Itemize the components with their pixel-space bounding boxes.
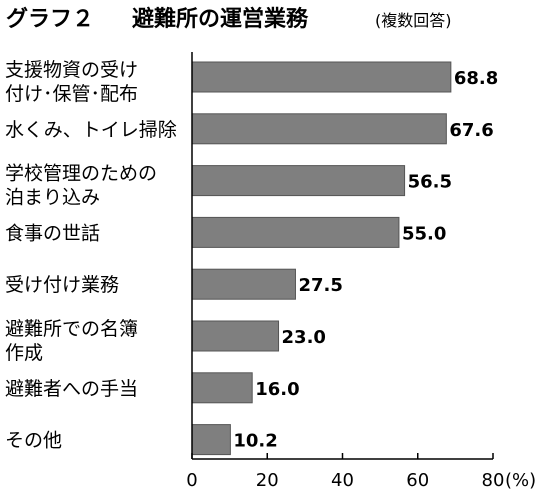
chart-title-group: グラフ２ 避難所の運営業務 (複数回答) <box>6 6 452 32</box>
category-label-line: 作成 <box>5 342 43 364</box>
chart-title: 避難所の運営業務 <box>132 6 309 32</box>
bar <box>191 216 400 248</box>
category-label-line: 学校管理のための <box>5 163 157 185</box>
category-label: 受け付け業務 <box>5 274 119 296</box>
category-label-line: 食事の世話 <box>5 222 100 244</box>
category-label-line: 水くみ、トイレ掃除 <box>5 119 177 141</box>
category-label-line: 泊まり込み <box>5 187 100 209</box>
data-label: 27.5 <box>298 275 342 296</box>
x-axis: 0 20 40 60 80 (%) <box>186 52 536 491</box>
bar <box>191 165 406 197</box>
x-tick-label: 40 <box>331 470 354 491</box>
value-labels: 68.8 67.6 56.5 55.0 27.5 23.0 16.0 10.2 <box>233 68 498 452</box>
data-label: 68.8 <box>454 68 498 89</box>
category-label-line: 受け付け業務 <box>5 274 119 296</box>
category-label-line: 支援物資の受け <box>5 59 138 81</box>
data-label: 10.2 <box>233 431 277 452</box>
category-label: 水くみ、トイレ掃除 <box>5 119 177 141</box>
bar <box>191 372 253 404</box>
x-tick-label: 60 <box>406 470 429 491</box>
chart-title-prefix: グラフ２ <box>6 6 94 32</box>
category-label: その他 <box>5 430 62 452</box>
category-label-line: その他 <box>5 430 62 452</box>
bar <box>191 424 231 456</box>
x-axis-unit: (%) <box>505 470 536 491</box>
bar <box>191 268 296 300</box>
chart-subtitle: (複数回答) <box>375 11 452 30</box>
bar <box>191 320 280 352</box>
bars <box>191 61 452 456</box>
data-label: 67.6 <box>449 120 493 141</box>
category-label: 避難者への手当 <box>5 378 138 400</box>
category-label-line: 避難所での名簿 <box>5 318 138 340</box>
category-label-line: 避難者への手当 <box>5 378 138 400</box>
data-label: 16.0 <box>255 379 299 400</box>
data-label: 55.0 <box>402 223 446 244</box>
category-label: 食事の世話 <box>5 222 100 244</box>
category-labels: 支援物資の受け付け･保管･配布水くみ、トイレ掃除学校管理のための泊まり込み食事の… <box>5 59 177 452</box>
x-tick-label: 0 <box>186 470 197 491</box>
data-label: 56.5 <box>408 172 452 193</box>
x-tick-label: 80 <box>482 470 505 491</box>
bar <box>191 113 447 145</box>
data-label: 23.0 <box>282 327 326 348</box>
bar <box>191 61 452 93</box>
x-tick-label: 20 <box>256 470 279 491</box>
category-label-line: 付け･保管･配布 <box>5 83 138 105</box>
